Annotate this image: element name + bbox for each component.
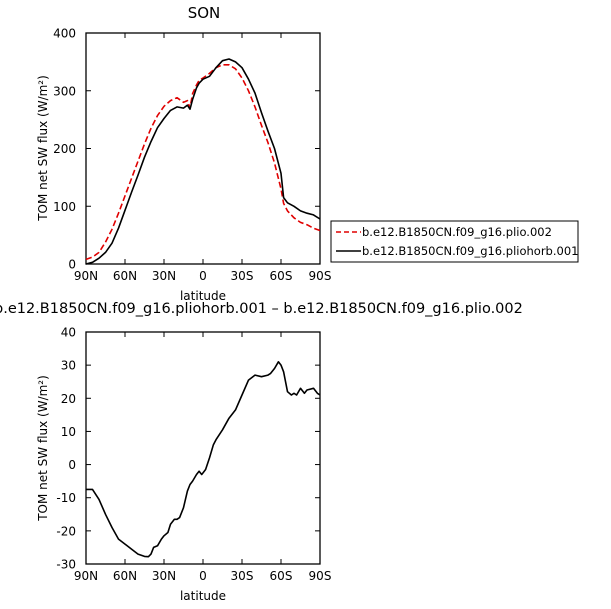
bottom-y-tick-label: -10 [56, 491, 76, 505]
top-series-line-0 [85, 64, 321, 261]
bottom-x-tick-label: 0 [199, 569, 207, 583]
bottom-y-tick-label: -20 [56, 524, 76, 538]
top-x-tick-label: 30S [231, 269, 254, 283]
top-x-tick-label: 90N [74, 269, 98, 283]
legend-box [330, 220, 579, 263]
top-x-tick-label: 30N [152, 269, 176, 283]
top-y-tick-label: 400 [53, 27, 76, 41]
top-x-tick-label: 90S [309, 269, 332, 283]
top-x-tick-label: 60N [113, 269, 137, 283]
bottom-y-tick-label: -30 [56, 558, 76, 572]
top-plot-frame [85, 32, 321, 265]
bottom-x-tick-label: 90S [309, 569, 332, 583]
top-chart: SON 0 100 200 300 400 90N 60N 30N 0 30S 60S 90S la… [36, 4, 331, 303]
bottom-y-ticks: -30 -20 -10 0 10 20 30 40 [56, 326, 320, 572]
bottom-series-lines [86, 360, 321, 558]
top-series-line-1 [85, 58, 321, 265]
bottom-chart: -30 -20 -10 0 10 20 30 40 90N 60N 30N 0 30S 60S 90S l… [36, 326, 331, 604]
top-x-axis-label: latitude [180, 289, 226, 303]
legend-label: b.e12.B1850CN.f09_g16.pliohorb.001 [362, 244, 578, 258]
top-x-tick-label: 60S [270, 269, 293, 283]
legend-label: b.e12.B1850CN.f09_g16.plio.002 [362, 225, 552, 239]
top-y-tick-label: 100 [53, 200, 76, 214]
bottom-x-axis-label: latitude [180, 589, 226, 603]
top-y-axis-label: TOM net SW flux (W/m²) [36, 75, 50, 222]
bottom-y-tick-label: 10 [61, 425, 76, 439]
bottom-y-tick-label: 40 [61, 326, 76, 340]
bottom-plot-frame [85, 331, 321, 565]
top-x-ticks: 90N 60N 30N 0 30S 60S 90S [74, 33, 332, 283]
bottom-y-tick-label: 30 [61, 359, 76, 373]
bottom-y-tick-label: 0 [68, 458, 76, 472]
bottom-chart-title: b.e12.B1850CN.f09_g16.pliohorb.001 – b.e… [0, 301, 523, 317]
legend: b.e12.B1850CN.f09_g16.plio.002 b.e12.B185… [330, 220, 579, 263]
bottom-x-tick-label: 90N [74, 569, 98, 583]
top-x-tick-label: 0 [199, 269, 207, 283]
top-series-lines [85, 58, 321, 265]
top-y-tick-label: 200 [53, 142, 76, 156]
top-y-tick-label: 0 [68, 258, 76, 272]
bottom-x-tick-label: 60N [113, 569, 137, 583]
bottom-x-tick-label: 30N [152, 569, 176, 583]
top-y-ticks: 0 100 200 300 400 [53, 27, 320, 272]
bottom-chart-title-wrap: b.e12.B1850CN.f09_g16.pliohorb.001 – b.e… [0, 300, 611, 320]
bottom-y-tick-label: 20 [61, 392, 76, 406]
bottom-series-line-0 [86, 360, 321, 558]
top-y-tick-label: 300 [53, 84, 76, 98]
bottom-x-ticks: 90N 60N 30N 0 30S 60S 90S [74, 332, 332, 583]
legend-items: b.e12.B1850CN.f09_g16.plio.002 b.e12.B185… [336, 225, 578, 258]
bottom-x-tick-label: 30S [231, 569, 254, 583]
bottom-x-tick-label: 60S [270, 569, 293, 583]
top-chart-title: SON [188, 4, 221, 22]
bottom-y-axis-label: TOM net SW flux (W/m²) [36, 375, 50, 522]
